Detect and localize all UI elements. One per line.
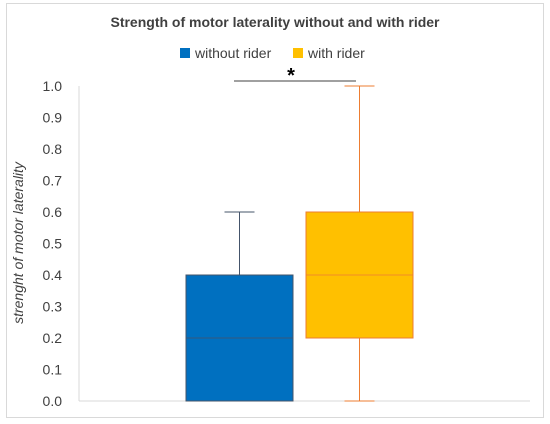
legend: without rider with rider bbox=[180, 45, 365, 61]
y-tick-label: 0.9 bbox=[43, 110, 63, 126]
y-tick-labels: 0.0 0.1 0.2 0.3 0.4 0.5 0.6 0.7 0.8 0.9 1.0 bbox=[43, 78, 63, 409]
legend-label: without rider bbox=[194, 45, 272, 61]
legend-label: with rider bbox=[307, 45, 365, 61]
box-1 bbox=[305, 85, 414, 402]
legend-swatch bbox=[180, 48, 190, 58]
y-tick-label: 0.4 bbox=[43, 267, 63, 283]
y-tick-label: 0.0 bbox=[43, 393, 63, 409]
box-0 bbox=[185, 211, 294, 402]
y-tick-label: 0.6 bbox=[43, 204, 63, 220]
y-axis-label: strenght of motor laterality bbox=[10, 161, 26, 324]
y-tick-label: 0.3 bbox=[43, 299, 63, 315]
y-tick-label: 0.8 bbox=[43, 141, 63, 157]
y-tick-label: 0.7 bbox=[43, 173, 63, 189]
significance-asterisk: * bbox=[287, 65, 295, 87]
y-tick-label: 0.1 bbox=[43, 362, 63, 378]
y-tick-label: 0.2 bbox=[43, 330, 63, 346]
box-series bbox=[185, 85, 414, 402]
y-tick-label: 1.0 bbox=[43, 78, 63, 94]
y-tick-label: 0.5 bbox=[43, 236, 63, 252]
legend-swatch bbox=[293, 48, 303, 58]
chart-title: Strength of motor laterality without and… bbox=[110, 14, 440, 30]
